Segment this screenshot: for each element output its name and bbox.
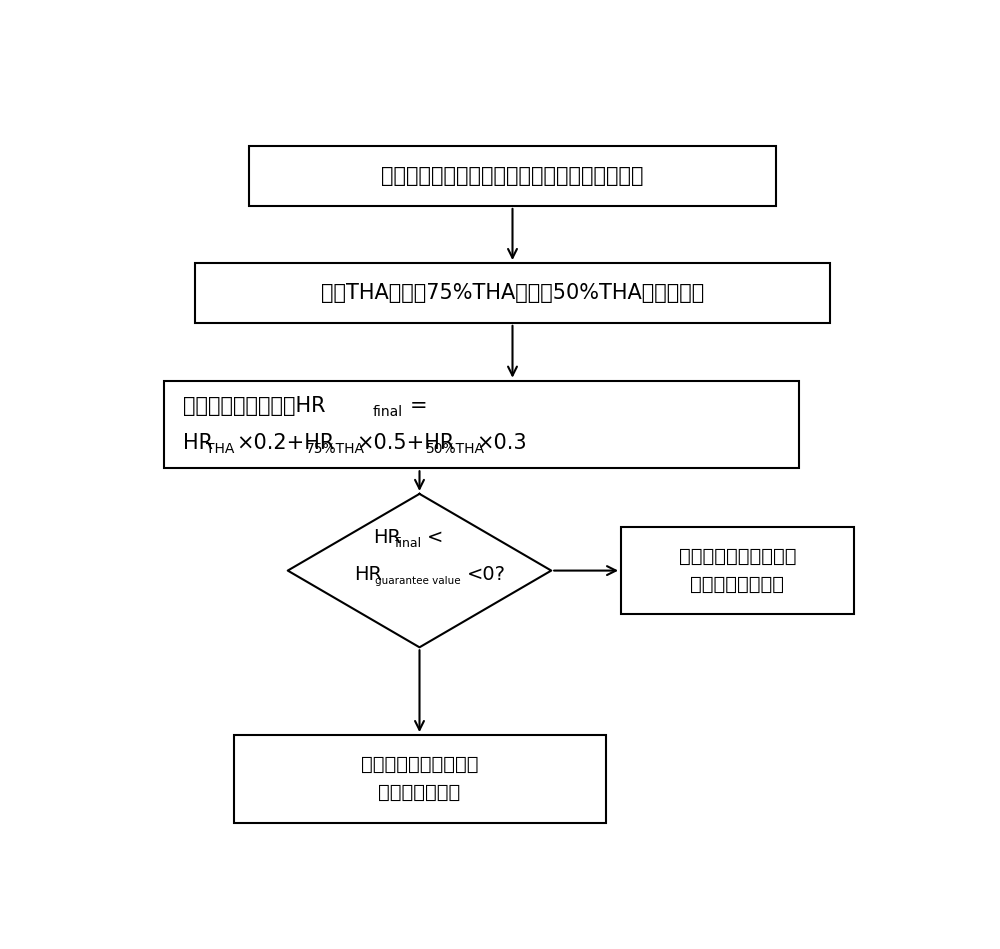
Text: HR: HR bbox=[354, 565, 382, 584]
Text: =: = bbox=[410, 396, 428, 417]
Text: ×0.3: ×0.3 bbox=[476, 433, 527, 453]
Text: 计算THA工况、75%THA工况、50%THA工况热耗率: 计算THA工况、75%THA工况、50%THA工况热耗率 bbox=[321, 283, 704, 303]
Text: <0?: <0? bbox=[467, 565, 506, 584]
Text: ×0.2+HR: ×0.2+HR bbox=[236, 433, 334, 453]
FancyBboxPatch shape bbox=[249, 146, 776, 206]
Text: 收集资料，进行汽轮机通流改造后性能考核试验: 收集资料，进行汽轮机通流改造后性能考核试验 bbox=[381, 166, 644, 186]
Text: 计算最终考核热耗率HR: 计算最终考核热耗率HR bbox=[183, 396, 326, 417]
Text: HR: HR bbox=[373, 529, 401, 548]
Text: 75%THA: 75%THA bbox=[306, 441, 365, 456]
Text: HR: HR bbox=[183, 433, 213, 453]
Text: guarantee value: guarantee value bbox=[375, 576, 461, 586]
Text: 汽轮机通流改造后经济
性达到预期效果: 汽轮机通流改造后经济 性达到预期效果 bbox=[361, 755, 478, 802]
FancyBboxPatch shape bbox=[164, 381, 799, 468]
FancyBboxPatch shape bbox=[621, 527, 854, 614]
Text: <: < bbox=[427, 529, 444, 548]
Text: THA: THA bbox=[206, 441, 235, 456]
Text: 汽轮机通流改造后经济
性未达到预期效果: 汽轮机通流改造后经济 性未达到预期效果 bbox=[678, 547, 796, 594]
FancyBboxPatch shape bbox=[234, 735, 606, 823]
Text: final: final bbox=[395, 537, 422, 550]
FancyBboxPatch shape bbox=[195, 263, 830, 323]
Text: 50%THA: 50%THA bbox=[426, 441, 485, 456]
Text: ×0.5+HR: ×0.5+HR bbox=[356, 433, 454, 453]
Text: final: final bbox=[373, 405, 403, 419]
